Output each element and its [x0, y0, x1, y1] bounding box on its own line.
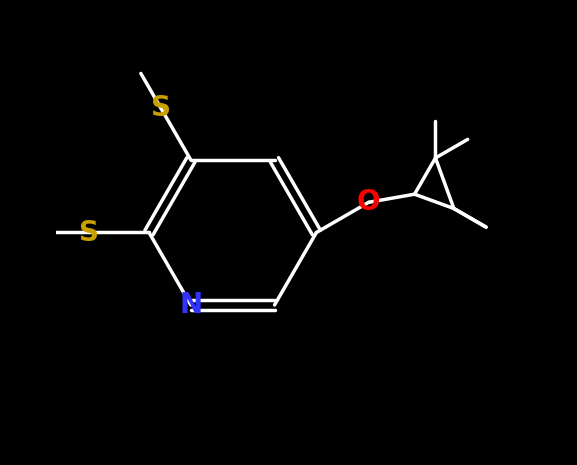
- Text: N: N: [179, 291, 203, 319]
- Text: O: O: [357, 188, 380, 216]
- Text: S: S: [151, 93, 171, 122]
- Text: S: S: [78, 219, 99, 246]
